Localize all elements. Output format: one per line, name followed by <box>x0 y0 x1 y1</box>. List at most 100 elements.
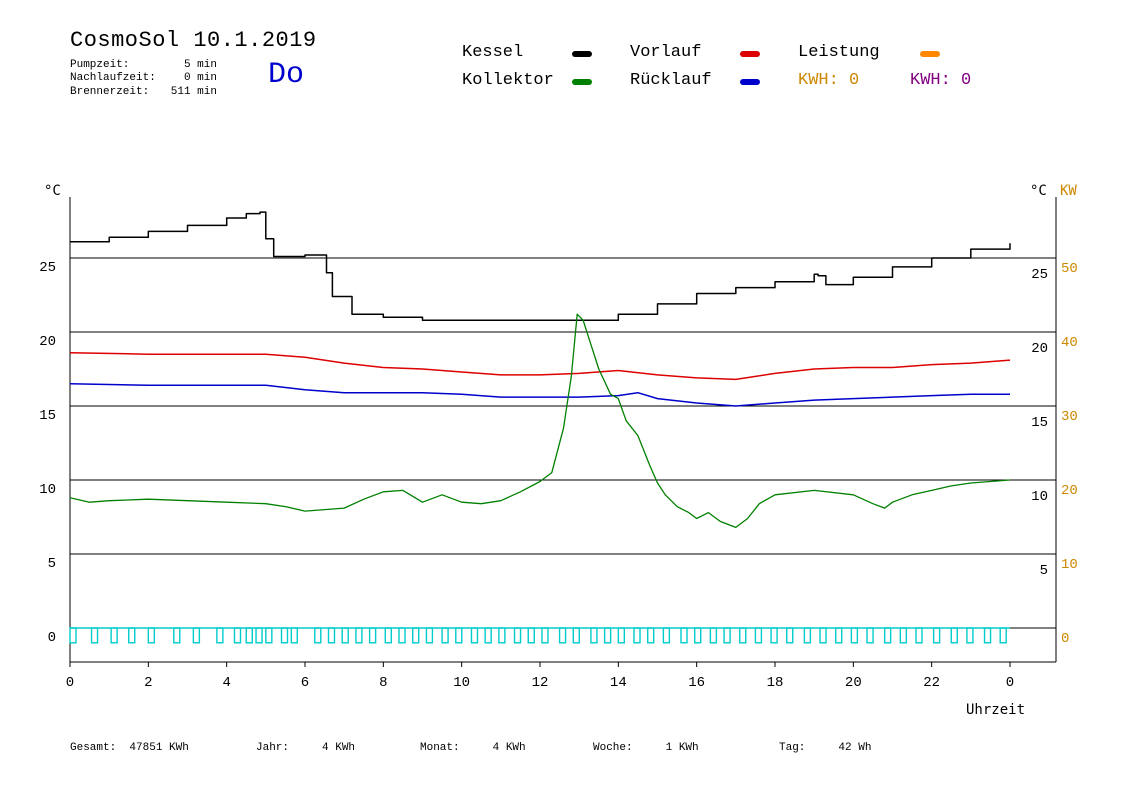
pump-pulse <box>69 627 77 644</box>
pump-pulse <box>425 627 434 644</box>
y-right-tick-label: 10 <box>1031 489 1048 505</box>
y-kw-tick-label: 30 <box>1061 409 1078 425</box>
x-tick-label: 0 <box>66 675 74 691</box>
y-kw-tick-label: 10 <box>1061 557 1078 573</box>
pump-pulse <box>662 627 671 644</box>
x-tick-label: 2 <box>144 675 152 691</box>
pump-pulse <box>470 627 479 644</box>
legend-kollektor-swatch <box>572 79 592 85</box>
pump-pulse <box>647 627 655 644</box>
y-kw-tick-label: 0 <box>1061 631 1069 647</box>
pump-pulse <box>899 627 908 644</box>
x-axis-label: Uhrzeit <box>966 702 1026 718</box>
pump-pulse <box>327 627 336 644</box>
footer-tag: Tag: 42 Wh <box>779 742 872 754</box>
pump-pulse <box>572 627 580 644</box>
pump-pulse <box>590 627 598 644</box>
legend-leistung-label: Leistung <box>798 43 880 62</box>
pump-pulse <box>603 627 612 644</box>
series-vorlauf-line <box>69 351 1011 381</box>
y-left-tick-label: 10 <box>39 482 56 498</box>
pump-pulse <box>384 627 392 644</box>
x-tick-label: 14 <box>610 675 627 691</box>
legend-kwh-orange: KWH: 0 <box>798 71 860 90</box>
pump-pulse <box>803 627 812 644</box>
axes-layer <box>69 197 1057 667</box>
pump-pulse <box>558 627 567 644</box>
legend-kessel-label: Kessel <box>462 43 524 62</box>
pump-pulse <box>412 627 420 644</box>
pumpzeit-label: Pumpzeit: <box>70 59 130 71</box>
y-axis-left-unit: °C <box>44 183 61 199</box>
y-left-tick-label: 25 <box>39 260 56 276</box>
x-tick-label: 10 <box>453 675 470 691</box>
pump-pulse <box>950 627 958 644</box>
pump-pulse <box>484 627 492 644</box>
y-left-tick-label: 15 <box>39 408 56 424</box>
series-ruecklauf-line <box>69 383 1010 407</box>
y-left-tick-label: 0 <box>48 630 56 646</box>
pump-pulse <box>368 627 377 644</box>
legend-leistung-swatch <box>920 51 940 57</box>
pump-pulse <box>455 627 463 644</box>
pump-pulse <box>694 627 702 644</box>
footer-jahr: Jahr: 4 KWh <box>256 742 356 754</box>
pump-pulse <box>245 627 253 644</box>
y-kw-tick-label: 40 <box>1061 335 1078 351</box>
pump-pulse <box>192 627 201 644</box>
y-kw-tick-label: 50 <box>1061 261 1078 277</box>
nachlaufzeit-label: Nachlaufzeit: <box>70 72 156 84</box>
x-tick-label: 22 <box>923 675 940 691</box>
grid-layer <box>70 257 1056 629</box>
footer-gesamt: Gesamt: 47851 KWh <box>70 742 189 754</box>
y-axis-kw-unit: KW <box>1060 183 1077 199</box>
pump-pulse <box>999 627 1007 644</box>
pump-pulse <box>739 627 747 644</box>
pump-pulse <box>617 627 626 644</box>
pump-pulse <box>147 627 156 644</box>
x-tick-label: 0 <box>1006 675 1014 691</box>
pump-pulse <box>966 627 974 644</box>
legend-ruecklauf-label: Rücklauf <box>630 71 712 90</box>
pump-pulse <box>932 627 941 644</box>
footer-monat: Monat: 4 KWh <box>420 742 526 754</box>
y-left-tick-label: 20 <box>39 334 56 350</box>
pump-pulse <box>280 627 289 644</box>
pump-pulse <box>770 627 778 644</box>
legend-vorlauf-swatch <box>740 51 760 57</box>
pump-pulse <box>915 627 923 644</box>
x-tick-label: 4 <box>222 675 230 691</box>
pump-pulse <box>819 627 827 644</box>
x-tick-label: 8 <box>379 675 387 691</box>
series-layer <box>69 211 1011 644</box>
x-tick-label: 18 <box>767 675 784 691</box>
y-right-tick-label: 25 <box>1031 267 1048 283</box>
pump-pulse <box>110 627 118 644</box>
pump-pulse <box>90 627 99 644</box>
legend-vorlauf-label: Vorlauf <box>630 43 702 62</box>
footer-woche: Woche: 1 KWh <box>593 742 699 754</box>
x-tick-label: 16 <box>688 675 705 691</box>
pump-pulse <box>786 627 794 644</box>
pump-pulse <box>398 627 406 644</box>
y-left-tick-label: 5 <box>48 556 56 572</box>
y-right-tick-label: 5 <box>1040 563 1048 579</box>
pump-pulse <box>173 627 181 644</box>
pump-pulse <box>314 627 322 644</box>
pump-pulse <box>983 627 992 644</box>
pump-pulse <box>216 627 224 644</box>
y-kw-tick-label: 20 <box>1061 483 1078 499</box>
pump-pulse <box>290 627 298 644</box>
pump-pulse <box>754 627 763 644</box>
pump-pulse <box>835 627 843 644</box>
pump-pulse <box>513 627 522 644</box>
legend-kwh-purple: KWH: 0 <box>910 71 972 90</box>
pump-pulse <box>265 627 273 644</box>
legend-ruecklauf-swatch <box>740 79 760 85</box>
pump-pulse <box>441 627 449 644</box>
pump-pulse <box>355 627 363 644</box>
pump-pulse <box>866 627 874 644</box>
pumpzeit-value: 5 min <box>183 59 217 71</box>
pump-pulse <box>498 627 506 644</box>
brennerzeit-value: 511 min <box>170 86 217 98</box>
